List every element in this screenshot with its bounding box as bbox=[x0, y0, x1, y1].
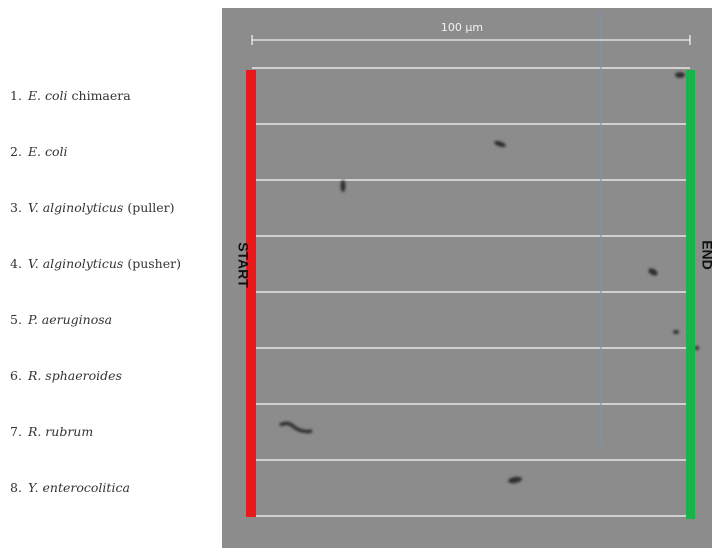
lane-label: 4. V. alginolyticus (pusher) bbox=[10, 256, 181, 271]
lane-number: 4. bbox=[10, 256, 22, 271]
lane-label: 3. V. alginolyticus (puller) bbox=[10, 200, 175, 215]
lane-label: 5. P. aeruginosa bbox=[10, 312, 112, 327]
species-name: P. aeruginosa bbox=[27, 312, 112, 327]
lane-note: chimaera bbox=[72, 88, 132, 103]
species-name: R. rubrum bbox=[27, 424, 93, 439]
species-name: E. coli bbox=[27, 144, 68, 159]
cell bbox=[673, 330, 679, 334]
lane-number: 2. bbox=[10, 144, 22, 159]
figure: 100 μm START END 1. E. coli chimaera 2. E. c… bbox=[0, 0, 714, 554]
species-name: R. sphaeroides bbox=[27, 368, 122, 383]
cell bbox=[695, 346, 699, 350]
lane-number: 6. bbox=[10, 368, 22, 383]
lane-note: (pusher) bbox=[127, 256, 181, 271]
species-name: V. alginolyticus bbox=[28, 256, 123, 271]
lane-number: 1. bbox=[10, 88, 22, 103]
species-name: V. alginolyticus bbox=[28, 200, 123, 215]
lane-label: 8. Y. enterocolitica bbox=[10, 480, 130, 495]
start-label: START bbox=[235, 242, 251, 288]
lane-labels: 1. E. coli chimaera 2. E. coli 3. V. alginolyt… bbox=[10, 88, 181, 495]
lane-label: 6. R. sphaeroides bbox=[10, 368, 122, 383]
lane-note: (puller) bbox=[127, 200, 174, 215]
lane-label: 7. R. rubrum bbox=[10, 424, 93, 439]
lane-label: 2. E. coli bbox=[10, 144, 68, 159]
species-name: Y. enterocolitica bbox=[28, 480, 130, 495]
cell bbox=[341, 180, 346, 192]
species-name: E. coli bbox=[27, 88, 68, 103]
lane-number: 3. bbox=[10, 200, 22, 215]
scale-label: 100 μm bbox=[441, 21, 483, 34]
lane-number: 8. bbox=[10, 480, 22, 495]
end-label: END bbox=[699, 240, 714, 270]
micrograph bbox=[222, 8, 712, 548]
end-bar bbox=[686, 70, 695, 519]
cell bbox=[675, 72, 685, 78]
lane-label: 1. E. coli chimaera bbox=[10, 88, 131, 103]
lane-number: 5. bbox=[10, 312, 22, 327]
start-bar bbox=[246, 70, 256, 517]
lane-number: 7. bbox=[10, 424, 22, 439]
